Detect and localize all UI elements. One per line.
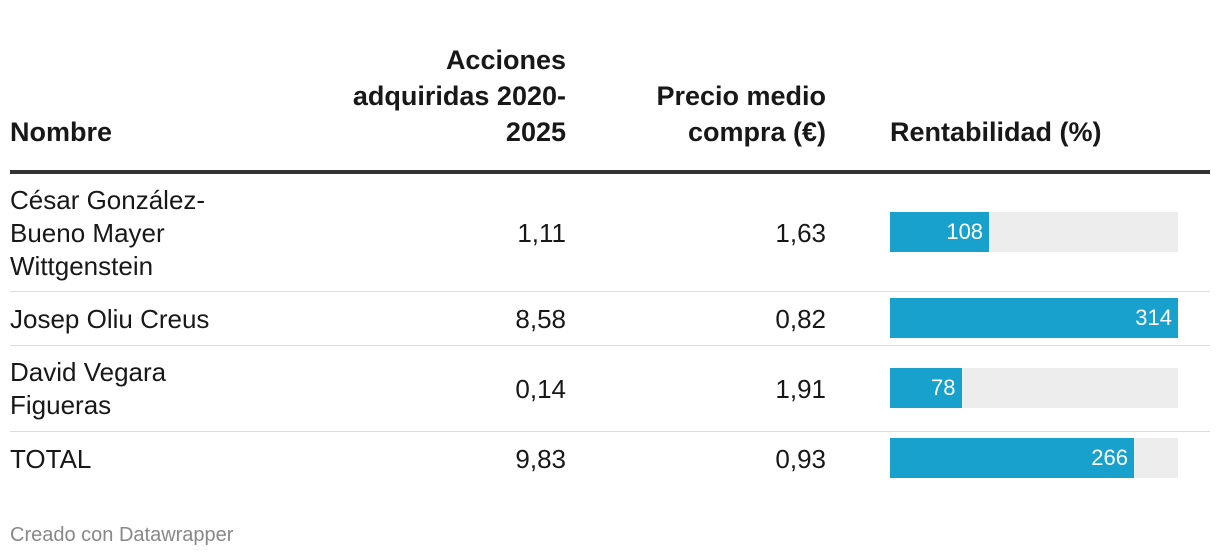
bar: 108 <box>890 212 990 252</box>
table-row: César González-Bueno Mayer Wittgenstein … <box>0 174 1220 292</box>
header-precio[interactable]: Precio medio compra (€) <box>656 81 826 147</box>
row-divider <box>10 431 1210 432</box>
row-shares: 9,83 <box>515 443 566 474</box>
table-row: Josep Oliu Creus 8,58 0,82 314 <box>0 292 1220 346</box>
row-price: 1,91 <box>775 373 826 404</box>
row-name: César González-Bueno Mayer Wittgenstein <box>10 184 206 281</box>
bar-track: 108 <box>890 212 1178 252</box>
row-price: 1,63 <box>775 217 826 248</box>
row-name: Josep Oliu Creus <box>10 303 210 334</box>
bar-value-label: 266 <box>1091 445 1128 470</box>
bar-track: 314 <box>890 298 1178 338</box>
bar: 78 <box>890 368 962 408</box>
bar-value-label: 78 <box>931 375 956 400</box>
row-divider <box>10 291 1210 292</box>
table-row: David Vegara Figueras 0,14 1,91 78 <box>0 346 1220 432</box>
header-acciones[interactable]: Acciones adquiridas 2020-2025 <box>352 45 566 147</box>
row-divider <box>10 345 1210 346</box>
bar-track: 78 <box>890 368 1178 408</box>
header-rentabilidad[interactable]: Rentabilidad (%) <box>890 117 1102 147</box>
bar-track: 266 <box>890 438 1178 478</box>
row-shares: 0,14 <box>515 373 566 404</box>
bar-value-label: 108 <box>946 219 984 244</box>
row-shares: 1,11 <box>517 217 566 248</box>
bar-value-label: 314 <box>1135 305 1172 330</box>
row-name: TOTAL <box>10 443 92 474</box>
header-nombre[interactable]: Nombre <box>10 117 113 147</box>
credit-footer[interactable]: Creado con Datawrapper <box>10 524 234 546</box>
row-name: David Vegara Figueras <box>10 357 167 420</box>
row-price: 0,93 <box>775 443 826 474</box>
row-shares: 8,58 <box>515 303 566 334</box>
header-divider <box>10 170 1210 174</box>
row-price: 0,82 <box>775 303 826 334</box>
table-row: TOTAL 9,83 0,93 266 <box>0 432 1220 486</box>
bar: 314 <box>890 298 1178 338</box>
table-header: Nombre Acciones adquiridas 2020-2025 Pre… <box>0 0 1220 174</box>
bar: 266 <box>890 438 1134 478</box>
